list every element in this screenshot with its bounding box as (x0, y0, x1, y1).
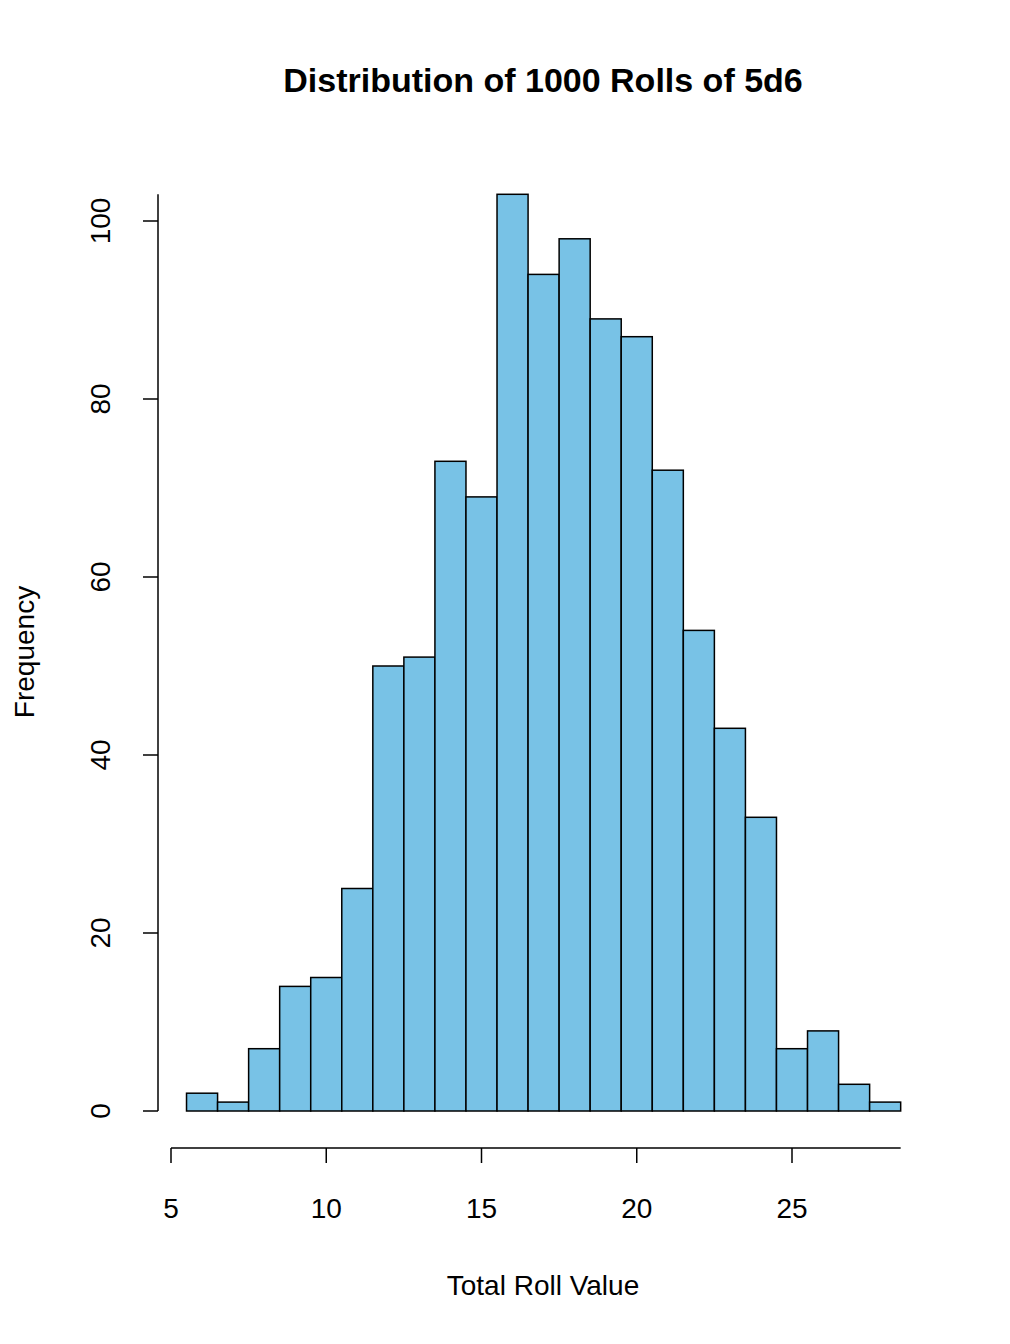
x-tick (326, 1148, 328, 1163)
bar (839, 1084, 870, 1111)
bar (808, 1031, 839, 1111)
y-tick-label: 60 (85, 561, 116, 592)
x-tick (170, 1148, 172, 1163)
bar (683, 630, 714, 1111)
bar (311, 978, 342, 1112)
bar (404, 657, 435, 1111)
bar (280, 986, 311, 1111)
x-tick-label: 25 (776, 1193, 807, 1224)
bar (870, 1102, 901, 1111)
x-tick-label: 15 (466, 1193, 497, 1224)
bar (745, 817, 776, 1111)
x-tick-label: 5 (163, 1193, 179, 1224)
y-tick (143, 576, 158, 578)
bar (187, 1093, 218, 1111)
bar (466, 497, 497, 1111)
y-tick (143, 220, 158, 222)
x-tick-label: 10 (311, 1193, 342, 1224)
y-tick (143, 932, 158, 934)
bar (497, 194, 528, 1111)
bars (187, 194, 901, 1111)
bar (652, 470, 683, 1111)
bar (776, 1049, 807, 1111)
y-tick-label: 40 (85, 739, 116, 770)
bar (218, 1102, 249, 1111)
bar (714, 728, 745, 1111)
x-axis-line (171, 1147, 901, 1149)
y-tick-label: 80 (85, 383, 116, 414)
x-tick-label: 20 (621, 1193, 652, 1224)
bar (528, 274, 559, 1111)
bar (373, 666, 404, 1111)
y-tick-label: 0 (85, 1103, 116, 1119)
bar (249, 1049, 280, 1111)
x-axis-label: Total Roll Value (447, 1270, 639, 1301)
bar (435, 461, 466, 1111)
y-tick-label: 100 (85, 198, 116, 245)
bar (559, 239, 590, 1111)
y-tick (143, 754, 158, 756)
y-tick (143, 1110, 158, 1112)
bar (621, 337, 652, 1111)
x-tick (791, 1148, 793, 1163)
y-axis-label: Frequency (9, 586, 40, 718)
bar (590, 319, 621, 1111)
y-axis-line (157, 194, 159, 1111)
bar (342, 889, 373, 1112)
x-tick (481, 1148, 483, 1163)
y-tick-label: 20 (85, 917, 116, 948)
title: Distribution of 1000 Rolls of 5d6 (283, 61, 803, 99)
y-tick (143, 398, 158, 400)
chart: Distribution of 1000 Rolls of 5d6 0 20 40 60… (0, 0, 1010, 1344)
x-tick (636, 1148, 638, 1163)
